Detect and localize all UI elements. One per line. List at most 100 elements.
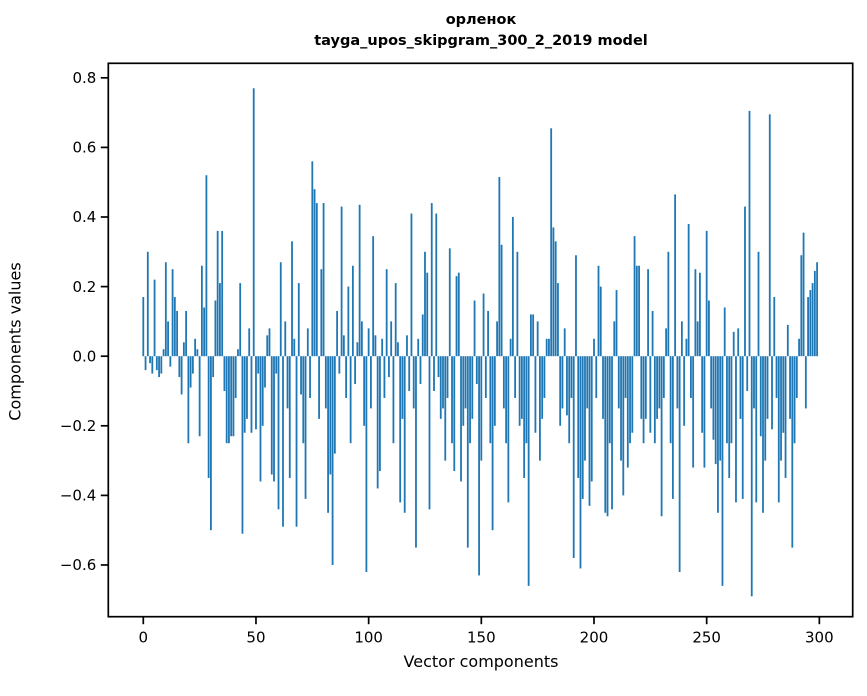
bar [367, 328, 370, 357]
bar [415, 356, 417, 548]
bar [460, 356, 462, 482]
bar [746, 356, 749, 391]
bar [408, 356, 411, 391]
bar [162, 349, 165, 357]
bar [748, 110, 751, 357]
bar [741, 356, 744, 499]
bar [575, 255, 577, 357]
bar [464, 356, 467, 409]
bar [462, 356, 465, 426]
bar [149, 356, 151, 364]
bar [191, 356, 194, 374]
bar [338, 356, 341, 374]
bar [678, 356, 681, 572]
bar [237, 349, 239, 357]
bar [401, 356, 404, 419]
bar [146, 251, 149, 357]
bar [266, 335, 269, 357]
bar [489, 356, 492, 444]
bar [385, 269, 388, 357]
bar [155, 356, 158, 371]
bar [759, 356, 762, 437]
bar [708, 300, 710, 357]
bar [469, 356, 471, 444]
bar [167, 321, 169, 357]
bar [554, 241, 557, 357]
x-tick-label: 100 [354, 629, 383, 647]
y-tick-label: 0.6 [72, 139, 96, 157]
bar [252, 88, 255, 357]
x-tick-label: 250 [692, 629, 721, 647]
bar [613, 321, 616, 357]
bar [572, 356, 575, 559]
bar [142, 297, 145, 357]
bar [777, 356, 780, 503]
bar [349, 356, 352, 444]
bar [372, 236, 375, 357]
bar [730, 356, 733, 444]
bar [185, 310, 188, 357]
bar [602, 356, 604, 419]
bar [500, 244, 503, 357]
bar [297, 283, 300, 357]
bar [577, 356, 580, 478]
x-tick-label: 300 [805, 629, 834, 647]
bar [764, 356, 767, 461]
bar [153, 279, 156, 357]
y-tick-label: 0.8 [72, 69, 96, 87]
bar [433, 356, 435, 391]
bar [381, 338, 384, 357]
bar [683, 356, 686, 426]
bar [273, 356, 275, 482]
bar [590, 356, 593, 482]
bar [410, 213, 413, 357]
bar [532, 314, 535, 357]
bar [669, 356, 672, 444]
bar [442, 356, 444, 409]
bar [570, 356, 573, 398]
bar [620, 356, 622, 461]
bar [809, 290, 812, 357]
bar [180, 356, 183, 395]
bar [726, 356, 728, 444]
bar [309, 356, 311, 398]
bar [775, 356, 778, 398]
bar [478, 356, 480, 576]
bar [397, 342, 399, 357]
bar [259, 356, 262, 482]
bar [662, 356, 665, 398]
bar [304, 356, 307, 499]
bar [379, 356, 381, 472]
bar [383, 356, 386, 398]
bar [455, 276, 458, 357]
bar [516, 251, 519, 357]
bar [705, 230, 708, 357]
bar [629, 356, 631, 444]
bar [732, 331, 735, 357]
bar [318, 356, 320, 419]
bar [676, 356, 679, 409]
bar [807, 297, 809, 357]
bar [606, 356, 609, 517]
bar [514, 356, 517, 398]
bar [189, 356, 192, 388]
bar [599, 286, 602, 357]
bar [457, 272, 460, 357]
bar [291, 241, 293, 357]
bar [557, 283, 559, 357]
bar [421, 314, 424, 357]
bar [813, 270, 816, 357]
bar [194, 338, 197, 357]
bar [164, 262, 167, 357]
bar [473, 300, 476, 357]
bar [536, 321, 539, 357]
bar [293, 338, 296, 357]
chart-title-model: tayga_upos_skipgram_300_2_2019 model [314, 33, 648, 49]
bar [351, 265, 354, 357]
bar [721, 356, 724, 586]
bar [232, 356, 235, 437]
bar [306, 328, 309, 357]
bar [786, 324, 789, 357]
bar [419, 356, 422, 385]
